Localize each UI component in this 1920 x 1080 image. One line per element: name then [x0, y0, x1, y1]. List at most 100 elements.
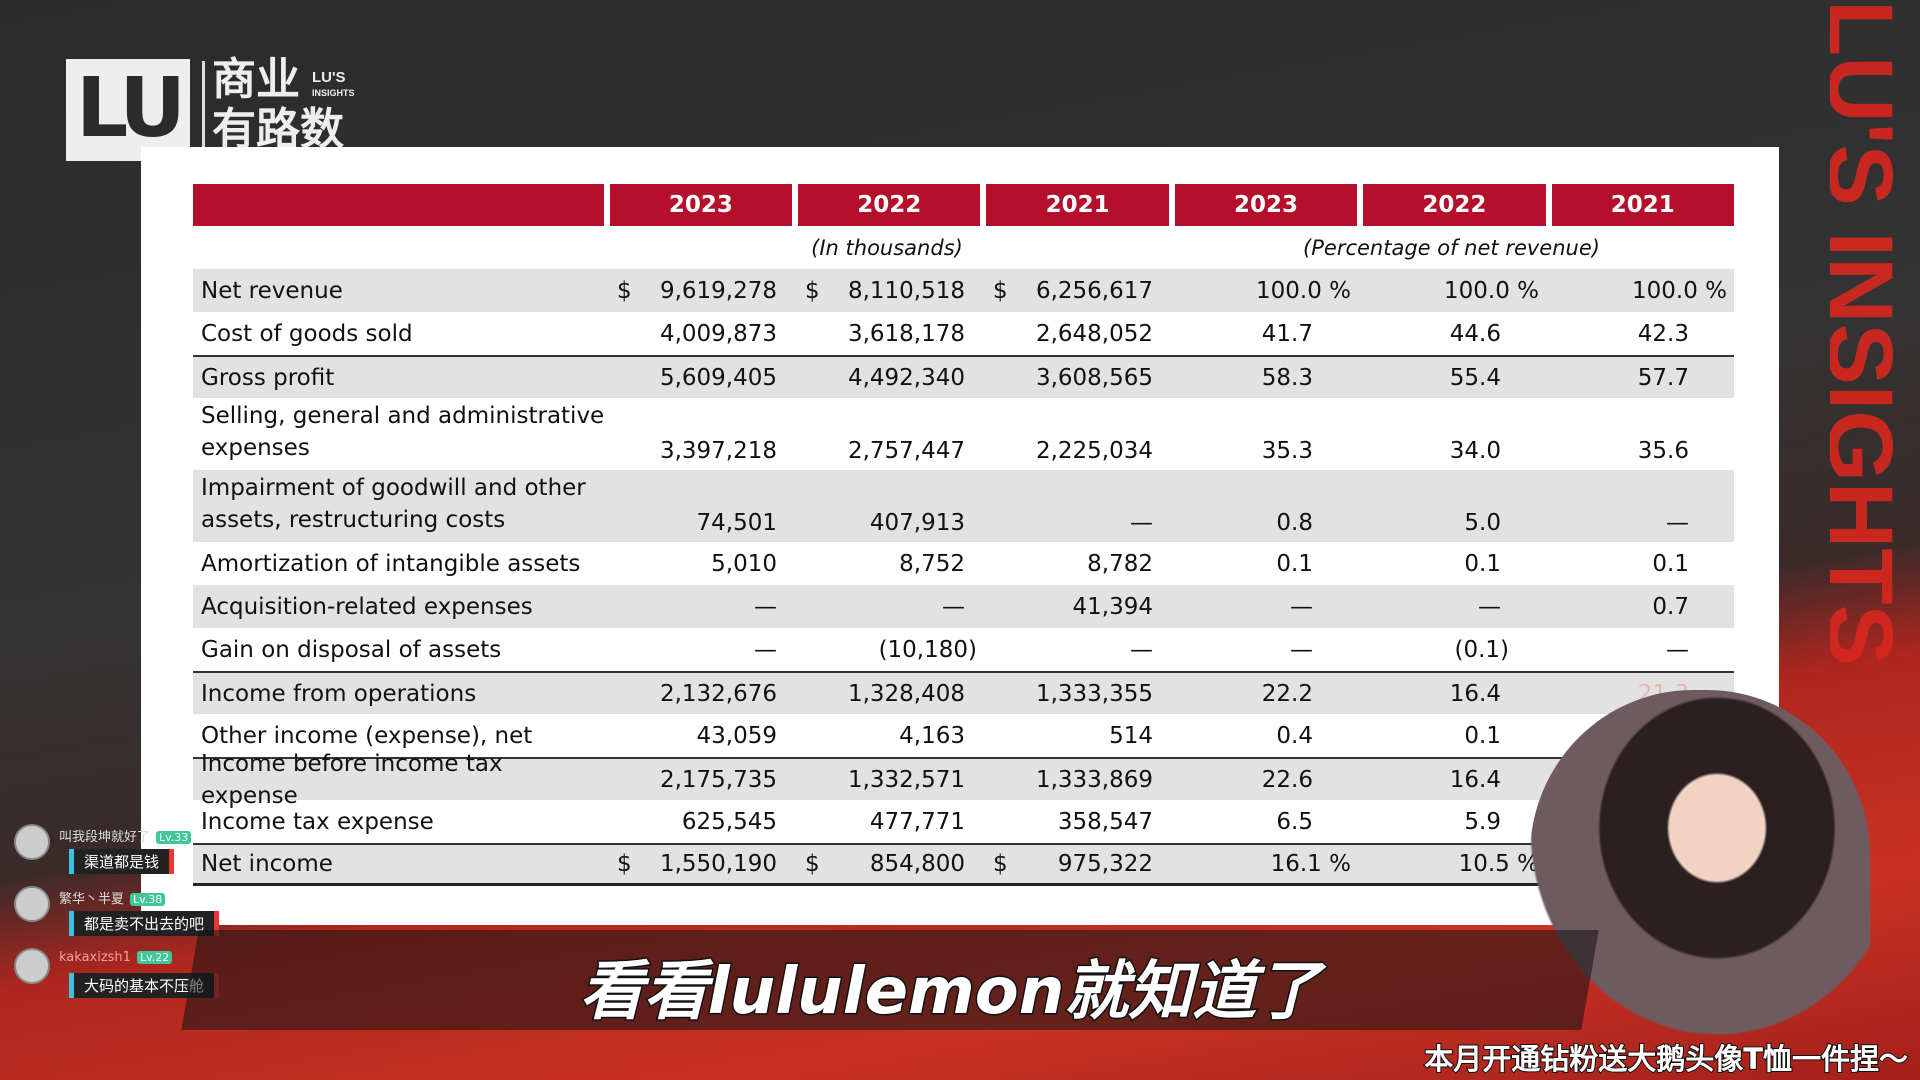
- row-label: Gross profit: [201, 364, 335, 391]
- table-cell: —: [1545, 510, 1733, 536]
- table-cell: —: [605, 637, 793, 663]
- table-cell: 625,545: [605, 809, 793, 835]
- cell-value: 854,800: [869, 851, 965, 877]
- cell-value: 2,132,676: [659, 680, 777, 707]
- table-row: Other income (expense), net 43,059 4,163 51…: [193, 714, 1734, 757]
- table-cell: 0.1: [1357, 723, 1545, 749]
- table-cell: 2,648,052: [981, 321, 1169, 347]
- table-cell: 2,225,034: [981, 438, 1169, 464]
- table-row: Acquisition-related expenses — — 41,394 — — 0.…: [193, 585, 1734, 628]
- table-cell: 358,547: [981, 809, 1169, 835]
- cell-value: 2,175,735: [659, 766, 777, 793]
- cell-value: 1,550,190: [659, 851, 777, 877]
- cell-value: —: [754, 636, 777, 663]
- cell-value: 41.7: [1261, 320, 1313, 347]
- chat-username[interactable]: kakaxizsh1 Lv.22: [59, 950, 173, 965]
- table-cell: $9,619,278: [605, 278, 793, 304]
- chat-message: 叫我段坤就好了 Lv.33 渠道都是钱: [12, 822, 252, 884]
- logo-divider: [202, 61, 205, 153]
- table-cell: 43,059: [605, 723, 793, 749]
- cell-value: 5,609,405: [659, 364, 777, 391]
- table-cell: 10.5 %: [1357, 851, 1545, 877]
- table-row: Amortization of intangible assets 5,010 8,…: [193, 542, 1734, 585]
- table-cell: 5,010: [605, 551, 793, 577]
- cell-value: 22.2: [1261, 680, 1313, 707]
- row-label: Income before income tax expense: [201, 750, 503, 809]
- table-cell: 42.3: [1545, 321, 1733, 347]
- table-row: Gross profit 5,609,405 4,492,340 3,608,565 5…: [193, 355, 1734, 398]
- chat-username[interactable]: 繁华丶半夏 Lv.38: [59, 888, 166, 907]
- table-cell: 0.7: [1545, 594, 1733, 620]
- table-cell: 58.3: [1169, 365, 1357, 391]
- cell-value: 100.0 %: [1443, 277, 1539, 304]
- cell-value: —: [1130, 636, 1153, 663]
- table-cell: 74,501: [605, 510, 793, 536]
- row-label: Cost of goods sold: [201, 320, 413, 347]
- table-row: Net revenue $9,619,278 $8,110,518 $6,256,61…: [193, 269, 1734, 312]
- row-label: Amortization of intangible assets: [201, 550, 581, 577]
- units-label-amounts: (In thousands): [811, 235, 963, 260]
- table-cell: 4,492,340: [793, 365, 981, 391]
- table-row: Income from operations 2,132,676 1,328,408…: [193, 671, 1734, 714]
- chat-username[interactable]: 叫我段坤就好了 Lv.33: [59, 826, 192, 845]
- table-cell: 1,333,355: [981, 681, 1169, 707]
- row-label: Acquisition-related expenses: [201, 593, 533, 620]
- cell-value: —: [942, 593, 965, 620]
- currency-symbol: $: [993, 277, 1008, 304]
- cell-value: (0.1): [1454, 636, 1509, 663]
- cell-value: 9,619,278: [659, 277, 777, 304]
- username-text: 繁华丶半夏: [59, 892, 125, 907]
- cell-value: 1,333,869: [1035, 766, 1153, 793]
- cell-value: 34.0: [1449, 438, 1501, 464]
- table-cell: 0.1: [1169, 551, 1357, 577]
- cell-value: 0.1: [1276, 550, 1313, 577]
- table-cell: $8,110,518: [793, 278, 981, 304]
- table-cell: 22.6: [1169, 767, 1357, 793]
- table-cell: 0.1: [1545, 551, 1733, 577]
- cell-value: 4,163: [899, 722, 965, 749]
- table-cell: $1,550,190: [605, 851, 793, 877]
- cell-value: —: [1130, 510, 1153, 536]
- cell-value: —: [1666, 510, 1689, 536]
- table-cell: 16.1 %: [1169, 851, 1357, 877]
- table-cell: 16.4: [1357, 767, 1545, 793]
- table-cell: 55.4: [1357, 365, 1545, 391]
- cell-value: 8,782: [1087, 550, 1153, 577]
- cell-value: 5,010: [711, 550, 777, 577]
- row-label: Other income (expense), net: [201, 722, 533, 749]
- chat-message: 繁华丶半夏 Lv.38 都是卖不出去的吧: [12, 884, 252, 946]
- logo-cn-line2: 有路数: [212, 104, 344, 155]
- level-badge: Lv.22: [136, 951, 173, 964]
- cell-value: (10,180): [878, 636, 977, 663]
- table-row: Impairment of goodwill and other assets,…: [193, 470, 1734, 542]
- table-cell: 41,394: [981, 594, 1169, 620]
- user-avatar[interactable]: [14, 886, 50, 922]
- user-avatar[interactable]: [14, 824, 50, 860]
- table-cell: —: [1357, 594, 1545, 620]
- cell-value: 0.1: [1464, 722, 1501, 749]
- table-cell: 100.0 %: [1545, 278, 1733, 304]
- table-cell: (10,180): [793, 637, 981, 663]
- table-row: Net income $1,550,190 $854,800 $975,322 16.1…: [193, 843, 1734, 886]
- level-badge: Lv.38: [130, 893, 166, 906]
- table-cell: 3,608,565: [981, 365, 1169, 391]
- table-row: Selling, general and administrative expe…: [193, 398, 1734, 470]
- cell-value: 8,752: [899, 550, 965, 577]
- chat-bubble: 渠道都是钱: [69, 849, 175, 874]
- logo-en-line2: INSIGHTS: [312, 88, 355, 98]
- currency-symbol: $: [805, 851, 820, 877]
- logo-english: LU'S INSIGHTS: [312, 70, 355, 100]
- cell-value: 22.6: [1261, 766, 1313, 793]
- table-cell: 1,328,408: [793, 681, 981, 707]
- table-cell: 35.3: [1169, 438, 1357, 464]
- cell-value: 57.7: [1637, 364, 1689, 391]
- user-avatar[interactable]: [14, 948, 50, 984]
- table-cell: 0.4: [1169, 723, 1357, 749]
- cell-value: —: [754, 593, 777, 620]
- row-label: Gain on disposal of assets: [201, 636, 502, 663]
- cell-value: 41,394: [1072, 593, 1153, 620]
- cell-value: 4,009,873: [659, 320, 777, 347]
- cell-value: 5.0: [1464, 510, 1501, 536]
- table-cell: —: [1169, 637, 1357, 663]
- table-cell: 6.5: [1169, 809, 1357, 835]
